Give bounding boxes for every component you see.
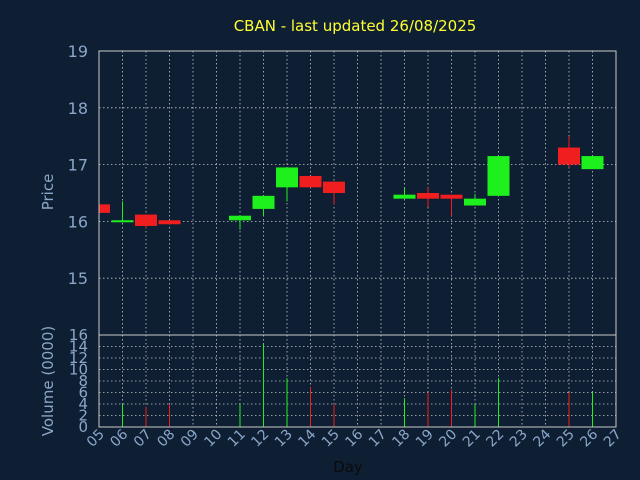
- candle-body-20: [440, 194, 463, 199]
- x-axis-label: Day: [333, 458, 363, 476]
- candle-body-08: [158, 220, 181, 225]
- price-tick-label: 19: [68, 42, 88, 61]
- x-tick-label: 07: [131, 427, 155, 451]
- x-tick-label: 17: [366, 427, 390, 451]
- x-tick-label: 26: [577, 426, 601, 450]
- candle-body-06: [111, 220, 134, 223]
- price-tick-label: 15: [68, 269, 88, 288]
- volume-tick-label: 10: [69, 361, 88, 379]
- x-tick-label: 10: [201, 427, 225, 451]
- x-tick-label: 25: [554, 427, 578, 451]
- x-tick-label: 16: [342, 426, 366, 450]
- chart-title: CBAN - last updated 26/08/2025: [234, 17, 477, 35]
- candle-body-13: [276, 167, 298, 188]
- x-tick-label: 21: [460, 427, 484, 451]
- price-panel: 15 16 17 18 19: [68, 42, 617, 336]
- candle-body-26: [581, 156, 604, 170]
- candle-body-25: [558, 147, 580, 165]
- candle-body-21: [464, 198, 486, 206]
- volume-tick-label: 6: [78, 384, 88, 402]
- x-tick-label: 22: [483, 427, 507, 451]
- x-tick-label: 11: [225, 427, 249, 451]
- candle-body-11: [229, 215, 251, 221]
- x-axis: 05 06 07 08 09 10 11 12 13 14 15 16 17 18 19 20 21 22 23 24…: [84, 426, 625, 450]
- volume-tick-label: 16: [69, 326, 88, 344]
- volume-tick-label: 2: [78, 407, 88, 425]
- x-tick-label: 20: [436, 427, 460, 451]
- x-tick-label: 14: [295, 426, 319, 450]
- price-axis-label: Price: [39, 174, 57, 211]
- candle-body-05: [99, 204, 110, 213]
- candle-body-22: [487, 156, 510, 196]
- x-tick-label: 12: [248, 427, 272, 451]
- candle-body-07: [135, 214, 157, 226]
- volume-tick-label: 4: [78, 395, 88, 413]
- x-tick-label: 19: [413, 427, 437, 451]
- x-tick-label: 23: [507, 427, 531, 451]
- x-tick-label: 13: [272, 427, 296, 451]
- candle-body-14: [299, 175, 322, 188]
- price-tick-label: 17: [68, 156, 88, 175]
- candle-body-15: [323, 181, 345, 193]
- candle-body-12: [252, 195, 275, 209]
- volume-tick-label: 8: [78, 372, 88, 390]
- x-tick-label: 08: [154, 427, 178, 451]
- volume-axis-label: Volume (0000): [39, 326, 57, 436]
- x-tick-label: 06: [107, 426, 131, 450]
- price-tick-label: 16: [68, 212, 88, 231]
- x-tick-label: 15: [319, 427, 343, 451]
- volume-tick-label: 12: [69, 349, 88, 367]
- x-tick-label: 24: [530, 426, 554, 450]
- x-tick-label: 27: [601, 427, 625, 451]
- volume-frame: [98, 334, 617, 428]
- x-tick-label: 09: [178, 427, 202, 451]
- candle-body-18: [393, 194, 416, 199]
- candle-body-19: [417, 193, 439, 199]
- x-tick-label: 18: [389, 427, 413, 451]
- volume-tick-label: 14: [69, 338, 88, 356]
- volume-tick-label: 0: [78, 418, 88, 436]
- price-tick-label: 18: [68, 99, 88, 118]
